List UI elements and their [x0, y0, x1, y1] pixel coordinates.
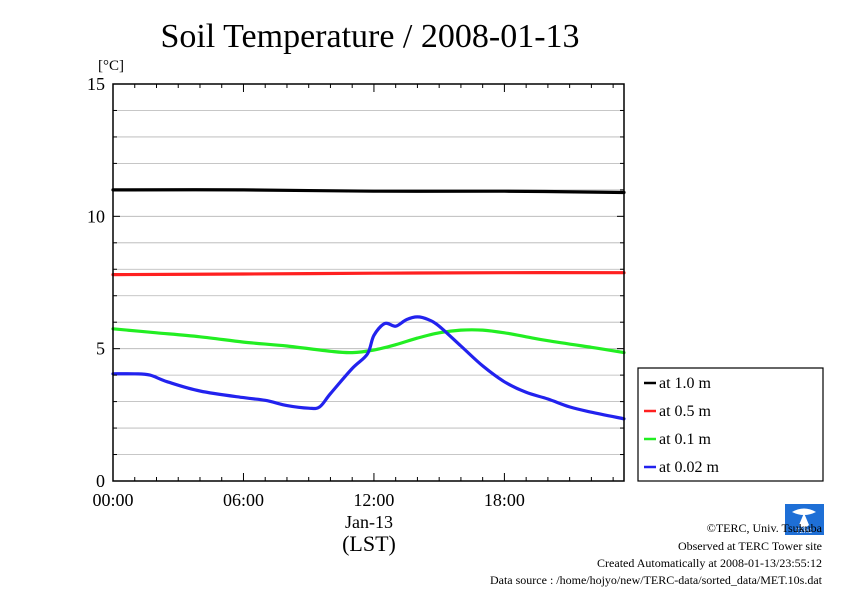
credits: ©TERC, Univ. Tsukuba Observed at TERC To… — [490, 521, 823, 587]
date-label: Jan-13 — [345, 512, 393, 532]
y-axis-ticks: 0 5 10 15 — [87, 74, 624, 491]
series-lines — [111, 188, 626, 421]
plot-frame — [112, 83, 625, 482]
x-tick-label: 00:00 — [92, 490, 133, 510]
y-tick-label: 5 — [96, 339, 105, 359]
y-axis-unit: [°C] — [98, 58, 124, 74]
legend-label: at 0.02 m — [659, 459, 720, 476]
x-tick-label: 12:00 — [353, 490, 394, 510]
legend-item: at 1.0 m — [644, 375, 712, 392]
x-tick-label: 06:00 — [223, 490, 264, 510]
legend-label: at 0.1 m — [659, 431, 712, 448]
series-line-at-0-02-m — [111, 315, 626, 421]
copyright-text: ©TERC, Univ. Tsukuba — [707, 521, 823, 535]
series-line-at-0-5-m — [111, 271, 626, 277]
legend-item: at 0.02 m — [644, 459, 720, 476]
y-tick-label: 10 — [87, 206, 105, 226]
legend-label: at 0.5 m — [659, 403, 712, 420]
x-axis-ticks: 00:00 06:00 12:00 18:00 — [92, 84, 614, 510]
terc-logo: TERC — [785, 504, 824, 535]
series-line-at-1-0-m — [111, 188, 626, 195]
legend-item: at 0.5 m — [644, 403, 712, 420]
y-tick-label: 15 — [87, 74, 105, 94]
y-tick-label: 0 — [96, 471, 105, 491]
legend-item: at 0.1 m — [644, 431, 712, 448]
legend-box — [637, 367, 824, 482]
legend-label: at 1.0 m — [659, 375, 712, 392]
data-source-text: Data source : /home/hojyo/new/TERC-data/… — [490, 573, 823, 587]
created-text: Created Automatically at 2008-01-13/23:5… — [597, 556, 822, 570]
series-line-at-0-1-m — [111, 327, 626, 355]
x-tick-label: 18:00 — [484, 490, 525, 510]
observed-text: Observed at TERC Tower site — [678, 539, 822, 553]
x-axis-label: (LST) — [342, 531, 396, 556]
logo-text: TERC — [796, 529, 813, 535]
legend: at 1.0 m at 0.5 m at 0.1 m at 0.02 m — [637, 367, 824, 482]
grid-lines — [113, 110, 624, 455]
chart-title: Soil Temperature / 2008-01-13 — [160, 18, 579, 55]
